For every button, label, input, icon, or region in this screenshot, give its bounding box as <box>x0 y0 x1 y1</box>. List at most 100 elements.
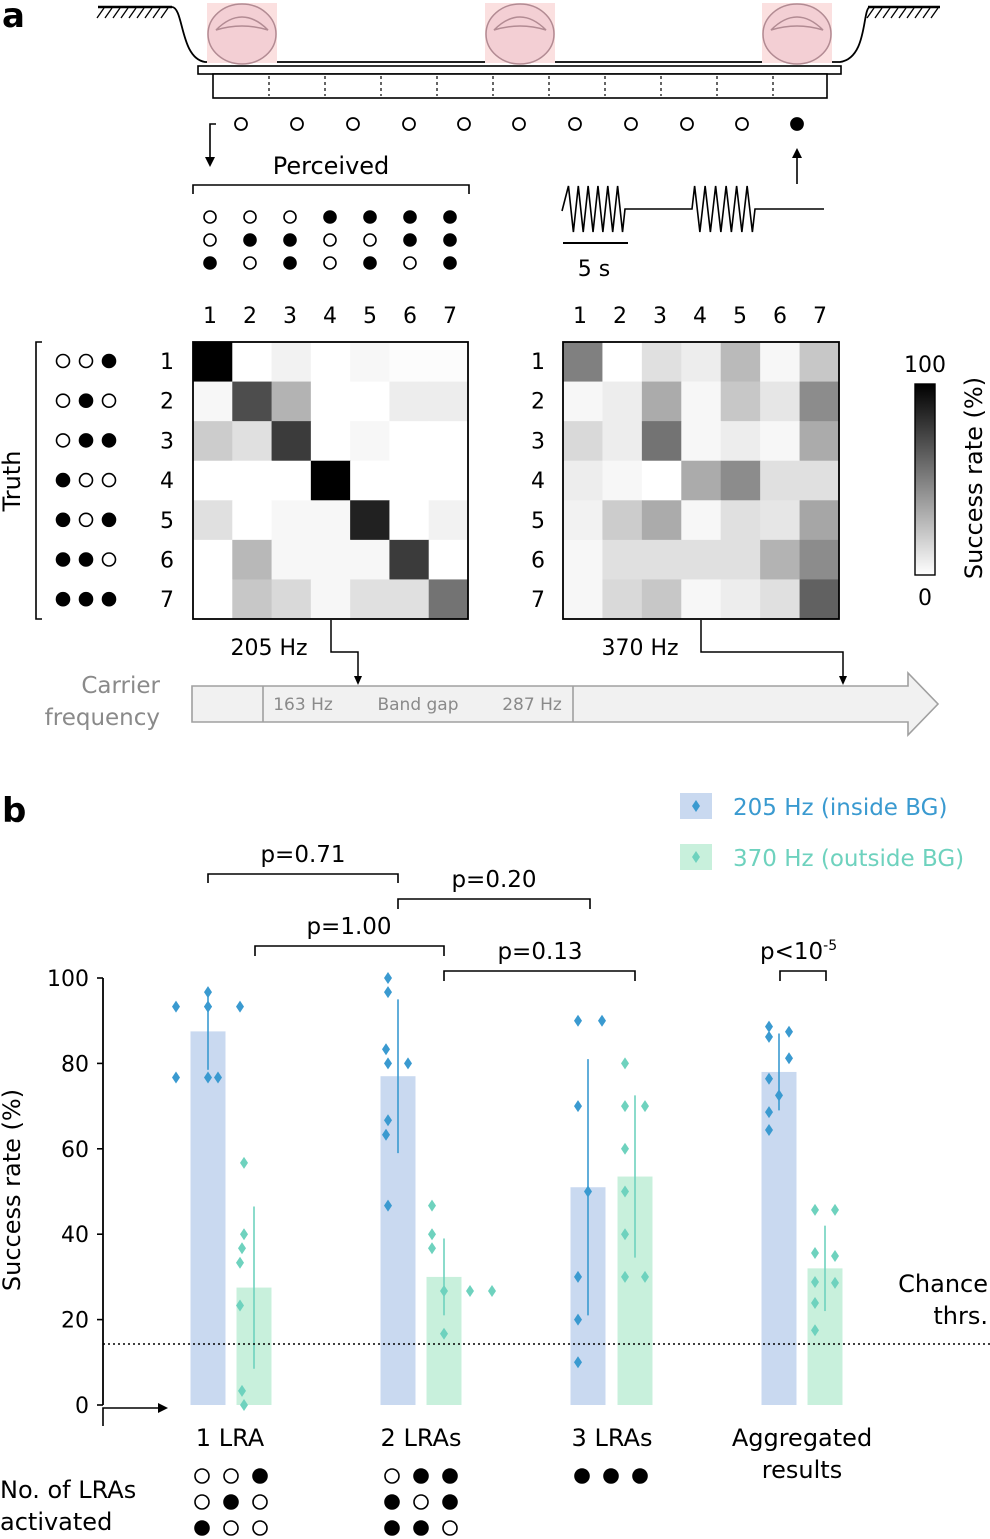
data-point <box>831 1203 839 1216</box>
data-point <box>574 1356 582 1369</box>
data-point <box>621 1228 629 1241</box>
colorbar-min: 0 <box>918 586 932 611</box>
matrix-205-cell <box>389 539 430 580</box>
truth-pattern-dot <box>101 591 117 607</box>
matrix-370-cell <box>563 539 603 580</box>
lra-row <box>234 117 804 131</box>
data-point <box>404 1057 412 1070</box>
data-point <box>598 1014 606 1027</box>
data-point <box>384 1199 392 1212</box>
matrix-205-cell <box>310 381 351 422</box>
matrix-370-cell <box>760 460 801 501</box>
perceived-pattern-dot <box>403 233 417 247</box>
category-label-4: Aggregated <box>732 1424 872 1452</box>
matrix-left-row-number: 4 <box>160 469 174 494</box>
x-caption-2: activated <box>0 1508 112 1536</box>
legend: 205 Hz (inside BG) 370 Hz (outside BG) <box>680 793 964 872</box>
matrix-205-cell <box>428 421 469 462</box>
matrix-205-cell <box>271 539 312 580</box>
matrix-right-row-number: 4 <box>531 469 545 494</box>
matrix-370-cell <box>563 342 603 383</box>
lra-circle <box>290 117 304 131</box>
perceived-pattern-dot <box>443 210 457 224</box>
category-label-4b: results <box>762 1456 842 1484</box>
matrix-205-cell <box>428 381 469 422</box>
matrix-205-cell <box>193 421 233 462</box>
confusion-matrix-205 <box>192 341 469 620</box>
confusion-matrix-370 <box>562 341 840 620</box>
lra-circle <box>624 117 638 131</box>
perceived-label: Perceived <box>273 152 390 180</box>
perceived-pattern-dot <box>443 256 457 270</box>
matrix-370-cell <box>799 500 840 541</box>
data-point <box>811 1203 819 1216</box>
matrix-205-cell <box>389 342 430 383</box>
data-point <box>574 1014 582 1027</box>
matrix-205-cell <box>271 381 312 422</box>
matrix-right-col-number: 3 <box>653 304 667 329</box>
matrix-left-col-number: 6 <box>403 304 417 329</box>
data-point <box>641 1100 649 1113</box>
data-point <box>574 1270 582 1283</box>
matrix-205-cell <box>310 460 351 501</box>
lra-pattern-dot <box>574 1468 590 1484</box>
perceived-pattern-dot <box>203 210 217 224</box>
lra-pattern-dot <box>194 1520 210 1536</box>
data-point <box>621 1185 629 1198</box>
lra-pattern-dot <box>413 1468 429 1484</box>
data-point <box>831 1249 839 1262</box>
matrix-right-col-number: 7 <box>813 304 827 329</box>
matrix-right-freq: 370 Hz <box>601 636 678 661</box>
data-point <box>172 1000 180 1013</box>
data-point <box>382 1128 390 1141</box>
data-point <box>466 1284 474 1297</box>
matrix-left-col-number: 3 <box>283 304 297 329</box>
chance-label-1: Chance <box>898 1270 988 1298</box>
colorbar-max: 100 <box>904 353 946 378</box>
matrix-right-row-number: 6 <box>531 549 545 574</box>
perceived-pattern-dot <box>243 233 257 247</box>
colorbar-title: Success rate (%) <box>960 377 988 579</box>
matrix-370-cell <box>799 421 840 462</box>
lra-circle <box>512 117 526 131</box>
matrix-370-cell <box>563 460 603 501</box>
truth-pattern-dot <box>78 591 94 607</box>
truth-bracket <box>35 341 42 620</box>
matrix-205-cell <box>350 381 390 422</box>
truth-pattern-dot <box>55 552 71 567</box>
matrix-left-freq: 205 Hz <box>230 636 307 661</box>
matrix-370-cell <box>760 381 801 422</box>
truth-pattern-dot <box>78 512 94 528</box>
matrix-370-cell <box>720 421 761 462</box>
lra-circle <box>680 117 694 131</box>
perceived-pattern-dot <box>403 210 417 224</box>
data-point <box>785 1052 793 1065</box>
data-point <box>204 1000 212 1013</box>
matrix-205-cell <box>389 381 430 422</box>
perceived-pattern-dot <box>323 210 337 224</box>
lra-pattern-dot <box>384 1468 400 1484</box>
lra-pattern-dot <box>632 1468 648 1484</box>
matrix-left-col-number: 1 <box>203 304 217 329</box>
lra-circle <box>234 117 248 131</box>
matrix-205-cell <box>232 539 273 580</box>
matrix-370-cell <box>720 539 761 580</box>
data-point <box>765 1020 773 1033</box>
carrier-frequency-axis: 163 Hz Band gap 287 Hz <box>191 671 940 737</box>
matrix-370-cell <box>641 342 682 383</box>
matrix-205-cell <box>232 381 273 422</box>
data-point <box>384 986 392 999</box>
data-point <box>172 1071 180 1084</box>
data-point <box>238 1242 246 1255</box>
matrix-370-cell <box>799 579 840 620</box>
matrix-370-cell <box>799 539 840 580</box>
matrix-370-cell <box>720 381 761 422</box>
matrix-205-cell <box>350 460 390 501</box>
perceived-pattern-dot <box>243 210 257 224</box>
matrix-left-col-number: 5 <box>363 304 377 329</box>
truth-pattern-dot <box>78 393 94 409</box>
matrix-370-cell <box>681 342 722 383</box>
carrier-label-2: frequency <box>45 705 160 731</box>
data-point <box>811 1246 819 1259</box>
chance-label-2: thrs. <box>933 1302 988 1330</box>
